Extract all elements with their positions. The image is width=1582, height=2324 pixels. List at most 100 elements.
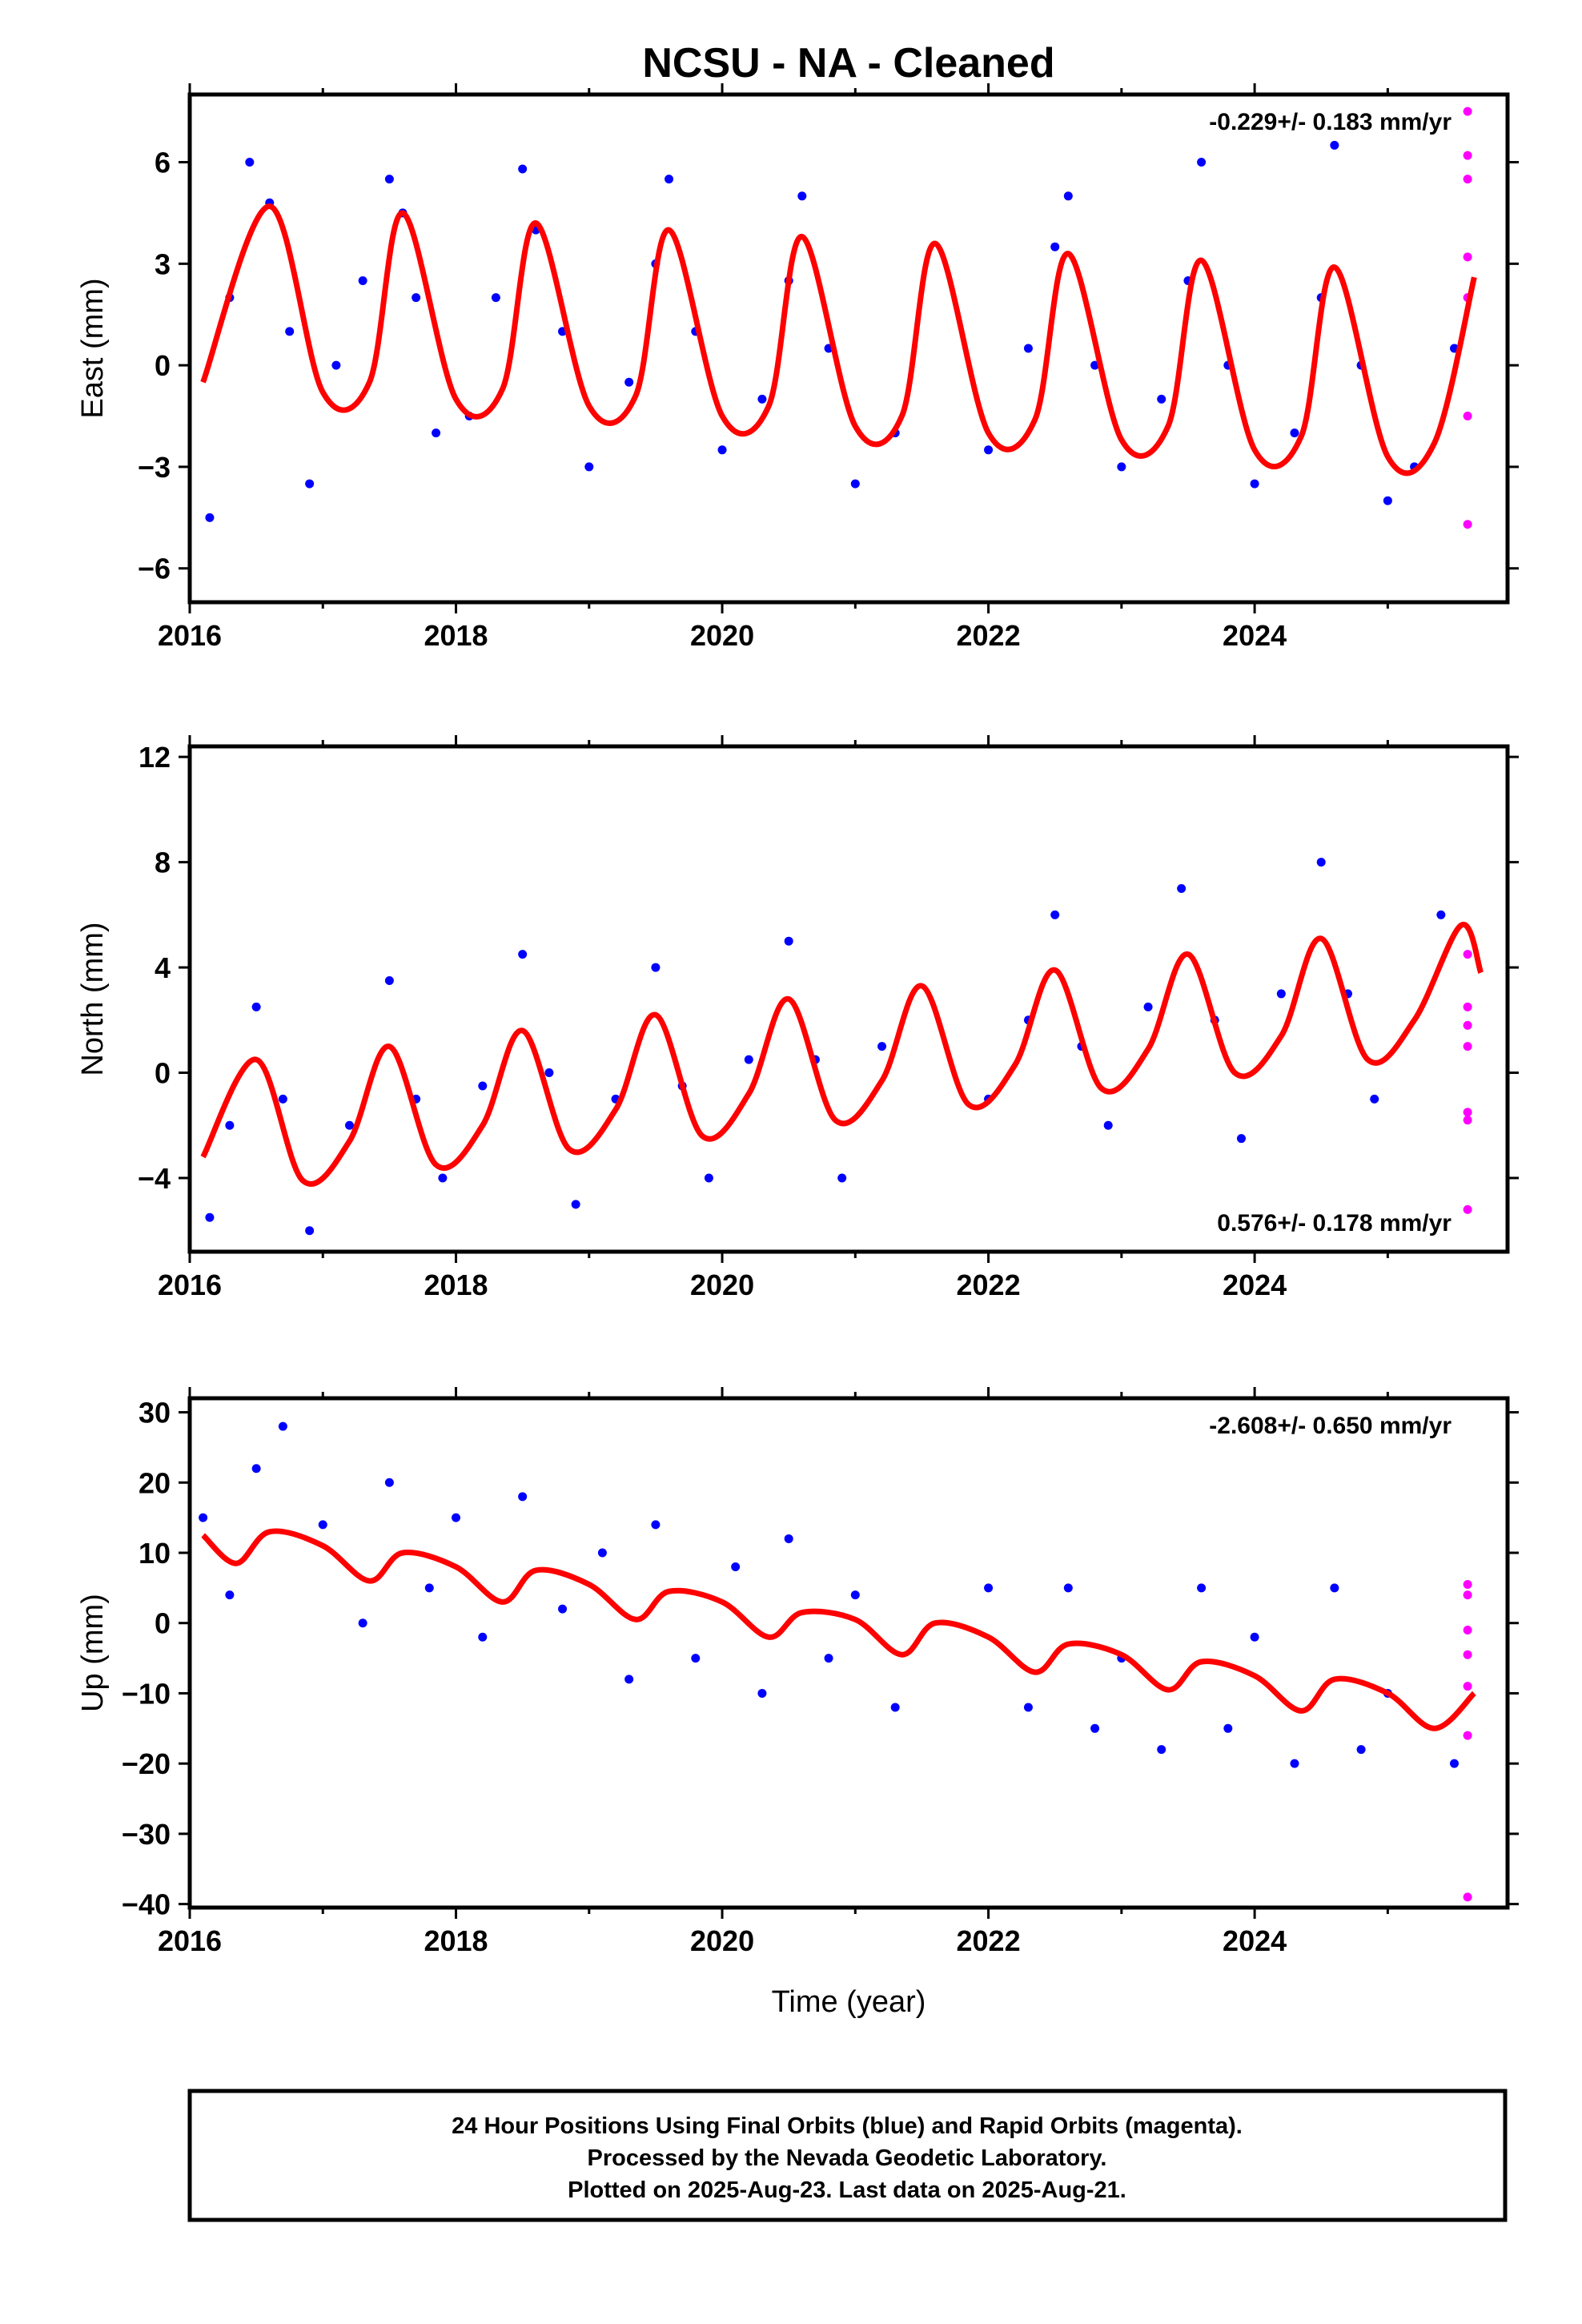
final-orbit-point: [704, 1173, 713, 1183]
final-orbit-point: [850, 1590, 860, 1600]
final-orbit-point: [1050, 910, 1060, 919]
rapid-orbit-point: [1463, 175, 1472, 184]
final-orbit-points: [199, 1421, 1459, 1768]
y-tick-label: 4: [155, 951, 171, 984]
x-tick-label: 2024: [1223, 619, 1287, 652]
final-orbit-point: [358, 275, 367, 285]
rapid-orbit-point: [1463, 1682, 1472, 1691]
final-orbit-point: [1157, 1745, 1166, 1755]
x-tick-label: 2018: [424, 1269, 488, 1301]
rapid-orbit-point: [1463, 1625, 1472, 1634]
final-orbit-point: [890, 1703, 900, 1712]
final-orbit-point: [1449, 1759, 1459, 1768]
final-orbit-point: [824, 1654, 833, 1663]
x-tick-label: 2020: [690, 1924, 754, 1957]
final-orbit-point: [518, 950, 528, 959]
final-orbit-point: [518, 1492, 528, 1502]
final-orbit-point: [1290, 428, 1299, 438]
footer-line-1: 24 Hour Positions Using Final Orbits (bl…: [452, 2113, 1243, 2139]
x-tick-label: 2022: [957, 1924, 1021, 1957]
y-tick-label: −40: [122, 1888, 171, 1921]
y-axis-label: Up (mm): [76, 1594, 110, 1712]
final-orbit-point: [651, 963, 661, 972]
final-orbit-point: [1223, 1723, 1233, 1733]
footer-frame: [187, 2089, 1508, 2222]
final-orbit-point: [797, 191, 807, 201]
rapid-orbit-point: [1463, 1116, 1472, 1125]
final-orbit-point: [358, 1618, 367, 1628]
x-tick-label: 2022: [957, 619, 1021, 652]
rapid-orbit-point: [1463, 950, 1472, 959]
final-orbit-point: [225, 1120, 235, 1130]
final-orbit-point: [331, 360, 341, 370]
y-tick-label: 3: [155, 247, 171, 280]
final-orbit-point: [1103, 1120, 1113, 1130]
final-orbit-point: [1023, 344, 1033, 353]
rapid-orbit-points: [1463, 107, 1472, 529]
y-tick-label: −30: [122, 1818, 171, 1851]
final-orbit-point: [305, 479, 315, 489]
y-tick-label: 6: [155, 147, 171, 179]
x-tick-label: 2020: [690, 1269, 754, 1301]
x-tick-label: 2018: [424, 1924, 488, 1957]
final-orbit-point: [1290, 1759, 1299, 1768]
x-tick-label: 2024: [1223, 1269, 1287, 1301]
rate-label: -0.229+/- 0.183 mm/yr: [1209, 109, 1452, 135]
figure-title: NCSU - NA - Cleaned: [642, 40, 1054, 86]
y-axis-label: East (mm): [76, 278, 110, 418]
x-tick-label: 2018: [424, 619, 488, 652]
rapid-orbit-point: [1463, 1020, 1472, 1030]
final-orbit-point: [1316, 858, 1326, 867]
final-orbit-point: [1330, 1583, 1339, 1593]
final-orbit-point: [757, 1688, 767, 1698]
final-orbit-point: [651, 1520, 661, 1530]
final-orbit-point: [205, 513, 215, 522]
x-axis-label: Time (year): [772, 1985, 926, 2019]
final-orbit-point: [285, 327, 295, 336]
rapid-orbit-point: [1463, 1002, 1472, 1011]
final-orbit-point: [1177, 883, 1186, 893]
rapid-orbit-point: [1463, 520, 1472, 529]
y-tick-label: −10: [122, 1677, 171, 1710]
final-orbit-point: [251, 1464, 261, 1474]
rapid-orbit-point: [1463, 1108, 1472, 1117]
x-tick-label: 2016: [158, 1924, 222, 1957]
y-tick-label: 0: [155, 349, 171, 382]
final-orbit-points: [205, 140, 1459, 522]
rapid-orbit-point: [1463, 1042, 1472, 1051]
final-orbit-point: [1356, 1745, 1366, 1755]
final-orbit-point: [1197, 158, 1207, 167]
final-orbit-point: [1383, 496, 1392, 505]
panel-frame: [187, 744, 1510, 1254]
final-orbit-point: [452, 1513, 461, 1522]
final-orbit-point: [1370, 1094, 1379, 1104]
y-tick-label: 12: [139, 741, 171, 774]
panel-up: 2016 2018 2020 2022 2024 −40 −30 −20 −10 0 10 20 30 U…: [76, 1387, 1519, 1957]
final-orbit-point: [691, 1654, 701, 1663]
final-orbit-point: [305, 1226, 315, 1236]
final-orbit-point: [278, 1421, 287, 1431]
final-orbit-point: [199, 1513, 208, 1522]
y-tick-label: 30: [139, 1397, 171, 1429]
final-orbit-point: [784, 936, 793, 946]
panel-east: 2016 2018 2020 2022 2024 −6 −3 0 3 6 East (mm) -0.2…: [76, 83, 1519, 652]
final-orbit-point: [438, 1173, 448, 1183]
final-orbit-point: [984, 1583, 994, 1593]
final-orbit-point: [278, 1094, 287, 1104]
final-orbit-point: [1063, 191, 1073, 201]
final-orbit-points: [205, 858, 1446, 1236]
final-orbit-point: [571, 1200, 580, 1209]
rapid-orbit-point: [1463, 1731, 1472, 1740]
rapid-orbit-point: [1463, 1590, 1472, 1600]
y-tick-label: 8: [155, 846, 171, 879]
final-orbit-point: [558, 1604, 568, 1614]
final-orbit-point: [491, 293, 500, 303]
final-orbit-point: [744, 1055, 753, 1064]
final-orbit-point: [544, 1068, 554, 1078]
footer-box: 24 Hour Positions Using Final Orbits (bl…: [187, 2089, 1508, 2222]
final-orbit-point: [757, 394, 767, 404]
rapid-orbit-points: [1463, 950, 1472, 1214]
final-orbit-point: [837, 1173, 847, 1183]
final-orbit-point: [424, 1583, 434, 1593]
footer-line-3: Plotted on 2025-Aug-23. Last data on 202…: [568, 2177, 1126, 2203]
